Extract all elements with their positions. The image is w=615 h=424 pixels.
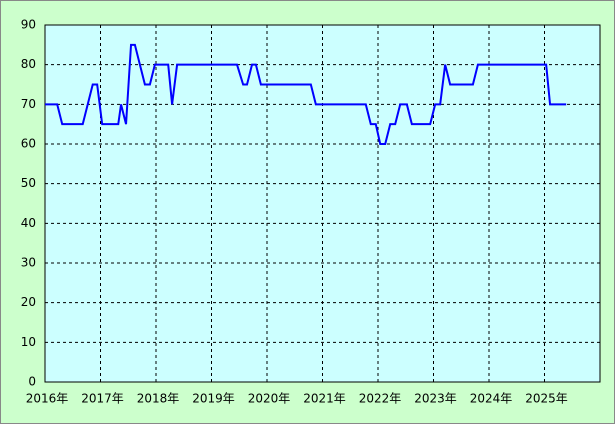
y-tick-label: 10 <box>21 335 36 349</box>
x-tick-label: 2019年 <box>192 392 235 406</box>
y-tick-label: 70 <box>21 97 36 111</box>
x-tick-label: 2024年 <box>470 392 513 406</box>
x-tick-label: 2017年 <box>81 392 124 406</box>
y-tick-label: 90 <box>21 18 36 32</box>
x-tick-label: 2022年 <box>359 392 402 406</box>
x-tick-label: 2025年 <box>525 392 568 406</box>
y-tick-label: 40 <box>21 216 36 230</box>
x-tick-label: 2023年 <box>414 392 457 406</box>
y-tick-label: 30 <box>21 256 36 270</box>
plot-border <box>44 24 601 383</box>
x-tick-label: 2020年 <box>248 392 291 406</box>
y-tick-label: 80 <box>21 57 36 71</box>
data-line <box>45 43 567 145</box>
x-tick-label: 2018年 <box>137 392 180 406</box>
x-tick-label: 2021年 <box>303 392 346 406</box>
y-tick-label: 50 <box>21 176 36 190</box>
plot-area <box>45 25 600 382</box>
y-tick-label: 60 <box>21 137 36 151</box>
x-tick-label: 2016年 <box>26 392 69 406</box>
y-tick-label: 20 <box>21 295 36 309</box>
y-tick-label: 0 <box>28 375 36 389</box>
